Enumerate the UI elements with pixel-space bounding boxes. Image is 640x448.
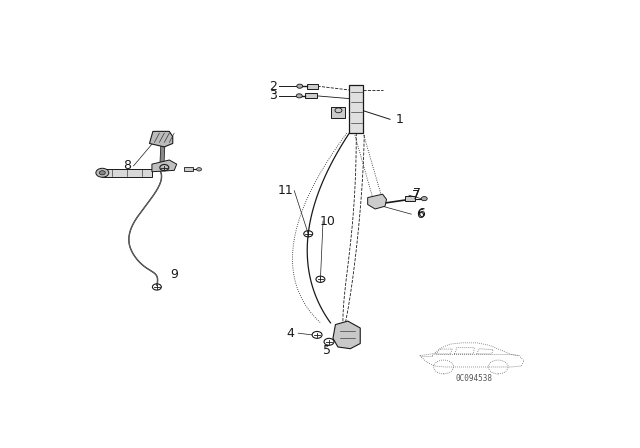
Polygon shape xyxy=(150,131,173,147)
Text: 7: 7 xyxy=(412,189,420,202)
Text: 8: 8 xyxy=(123,159,131,172)
Polygon shape xyxy=(152,160,177,172)
Circle shape xyxy=(96,168,109,177)
Text: 3: 3 xyxy=(269,89,277,102)
Text: 2: 2 xyxy=(269,80,277,93)
Text: 4: 4 xyxy=(287,327,295,340)
Bar xyxy=(307,84,317,89)
Text: 10: 10 xyxy=(320,215,336,228)
Bar xyxy=(102,168,152,177)
Polygon shape xyxy=(333,321,360,349)
Text: 6: 6 xyxy=(417,207,425,220)
Circle shape xyxy=(421,197,428,201)
Bar xyxy=(405,196,415,201)
Polygon shape xyxy=(367,194,387,209)
Circle shape xyxy=(196,168,202,171)
Circle shape xyxy=(296,94,302,98)
Text: 5: 5 xyxy=(323,344,330,357)
Circle shape xyxy=(297,84,303,88)
Text: 7: 7 xyxy=(413,187,421,200)
Bar xyxy=(332,107,346,118)
Text: 0C094538: 0C094538 xyxy=(456,374,493,383)
Text: 11: 11 xyxy=(278,184,294,197)
Text: 1: 1 xyxy=(396,113,404,126)
Circle shape xyxy=(99,171,106,175)
Text: 9: 9 xyxy=(170,268,178,281)
Bar xyxy=(184,167,193,172)
Bar xyxy=(349,85,364,133)
Bar xyxy=(305,94,317,98)
Text: 6: 6 xyxy=(416,208,424,221)
